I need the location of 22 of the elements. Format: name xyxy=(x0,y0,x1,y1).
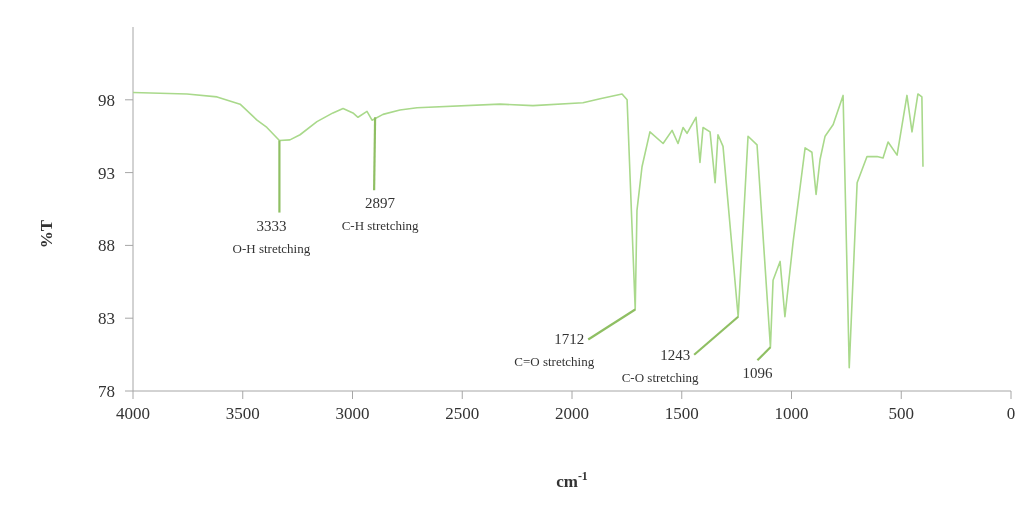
annotation: 1712 C=O stretching xyxy=(514,331,595,370)
y-tick-label: 93 xyxy=(98,163,115,183)
annotation: 1096 xyxy=(742,365,773,382)
annotation: 2897 C-H stretching xyxy=(341,195,420,234)
x-tick-label: 1500 xyxy=(664,404,699,423)
y-tick-label: 78 xyxy=(98,381,115,401)
annotation: 3333 O-H stretching xyxy=(232,217,311,256)
y-tick-label: 88 xyxy=(98,236,115,256)
y-tick-label: 83 xyxy=(98,309,115,329)
x-tick-label: 3500 xyxy=(225,404,260,423)
x-tick-label: 2000 xyxy=(555,404,589,423)
x-tick-label: 4000 xyxy=(116,404,150,423)
y-tick-label: 98 xyxy=(98,90,115,110)
y-axis-title: %T xyxy=(37,219,56,249)
x-tick-label: 0 xyxy=(1006,404,1016,423)
line-series xyxy=(132,91,924,369)
x-axis-title: cm$^{-1}$ xyxy=(556,469,588,491)
x-tick-label: 500 xyxy=(888,404,914,423)
x-tick-label: 2500 xyxy=(445,404,480,423)
annotation: 1243 C-O stretching xyxy=(621,346,700,385)
x-tick-label: 1000 xyxy=(774,404,809,423)
x-tick-label: 3000 xyxy=(335,404,370,423)
